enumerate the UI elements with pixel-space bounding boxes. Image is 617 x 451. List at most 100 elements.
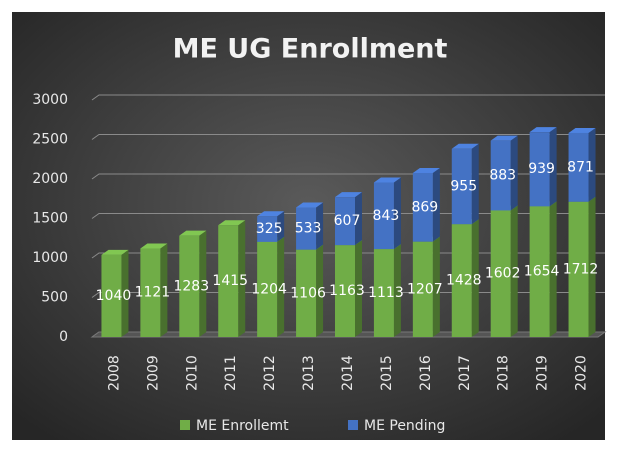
bar — [179, 235, 200, 337]
bar — [412, 172, 433, 242]
bar — [490, 210, 511, 337]
bar-side — [355, 192, 362, 246]
bar-top — [490, 135, 518, 141]
grid-line — [91, 134, 605, 140]
bar — [451, 224, 472, 337]
value-label: 1207 — [407, 281, 443, 297]
bar-top — [529, 127, 557, 133]
bar-top — [335, 192, 362, 198]
bar-side — [471, 219, 479, 337]
bar — [335, 197, 355, 246]
legend-label: ME Pending — [364, 418, 445, 434]
value-label: 1654 — [524, 264, 560, 280]
value-label: 1163 — [329, 283, 365, 299]
value-label: 607 — [334, 213, 361, 229]
bar — [529, 206, 550, 337]
y-tick-label: 500 — [41, 290, 68, 306]
x-tick-label: 2008 — [106, 355, 122, 391]
x-tick-label: 2013 — [301, 355, 317, 391]
value-label: 533 — [295, 221, 322, 237]
bar-side — [393, 244, 401, 337]
chart-title: ME UG Enrollment — [173, 34, 448, 65]
bar-side — [549, 201, 557, 337]
value-label: 883 — [489, 168, 516, 184]
bar-side — [238, 220, 246, 337]
bar — [568, 201, 589, 337]
bar-top — [568, 127, 596, 133]
x-tick-label: 2012 — [262, 355, 278, 391]
bar — [218, 225, 239, 337]
bar-side — [199, 230, 207, 337]
x-tick-label: 2019 — [535, 355, 551, 391]
value-label: 871 — [567, 159, 594, 175]
x-tick-label: 2015 — [379, 355, 395, 391]
bar — [373, 249, 394, 337]
value-label: 1121 — [135, 285, 171, 301]
legend-swatch — [180, 420, 190, 430]
bar-side — [277, 236, 285, 337]
y-tick-label: 2000 — [32, 171, 68, 187]
legend-swatch — [348, 420, 358, 430]
value-label: 1712 — [563, 261, 599, 277]
bar — [490, 140, 511, 211]
x-tick-label: 2011 — [223, 355, 239, 391]
x-tick-label: 2016 — [418, 355, 434, 391]
x-tick-label: 2020 — [574, 355, 590, 391]
bar-side — [160, 243, 168, 337]
x-tick-label: 2009 — [145, 355, 161, 391]
bar-side — [432, 167, 440, 242]
value-label: 1428 — [446, 273, 482, 289]
bar-side — [393, 177, 401, 250]
bar — [412, 241, 433, 337]
bar-top — [140, 243, 168, 249]
value-label: 1106 — [290, 285, 326, 301]
bar — [257, 241, 278, 337]
bar — [529, 132, 550, 207]
bar-side — [549, 127, 557, 207]
value-label: 1283 — [173, 278, 209, 294]
grid-line — [91, 94, 605, 101]
bar-top — [179, 230, 207, 236]
bar-top — [373, 177, 401, 183]
value-label: 1040 — [96, 288, 132, 304]
bar — [296, 249, 317, 337]
bar — [101, 254, 122, 337]
bar — [451, 148, 472, 225]
bar-side — [510, 135, 518, 211]
value-label: 869 — [411, 199, 438, 215]
x-tick-label: 2010 — [184, 355, 200, 391]
x-tick-label: 2018 — [496, 355, 512, 391]
bar-side — [588, 127, 596, 202]
value-label: 1204 — [251, 281, 287, 297]
bar-side — [432, 236, 440, 337]
value-label: 1415 — [212, 273, 248, 289]
bar-top — [412, 167, 440, 173]
bar — [373, 182, 394, 250]
bar-top — [296, 202, 324, 208]
legend-label: ME Enrollemt — [196, 418, 289, 434]
y-tick-label: 2500 — [32, 132, 68, 148]
bar-top — [451, 143, 479, 149]
bar-top — [257, 211, 285, 217]
bar — [568, 132, 589, 202]
bar — [140, 248, 161, 337]
value-label: 1113 — [368, 285, 404, 301]
y-tick-label: 1500 — [32, 211, 68, 227]
bar-side — [471, 143, 479, 225]
x-tick-label: 2017 — [457, 355, 473, 391]
bar-side — [316, 202, 324, 250]
x-tick-label: 2014 — [340, 355, 356, 391]
value-label: 843 — [373, 208, 400, 224]
bar-top — [218, 220, 246, 226]
bar-side — [510, 205, 518, 337]
bar-side — [588, 196, 596, 337]
y-tick-label: 3000 — [32, 92, 68, 108]
bar — [296, 207, 317, 250]
y-tick-label: 1000 — [32, 250, 68, 266]
bar-side — [121, 249, 129, 337]
bar — [335, 245, 355, 337]
bar-side — [355, 240, 362, 337]
bar — [257, 216, 278, 242]
value-label: 325 — [256, 221, 283, 237]
